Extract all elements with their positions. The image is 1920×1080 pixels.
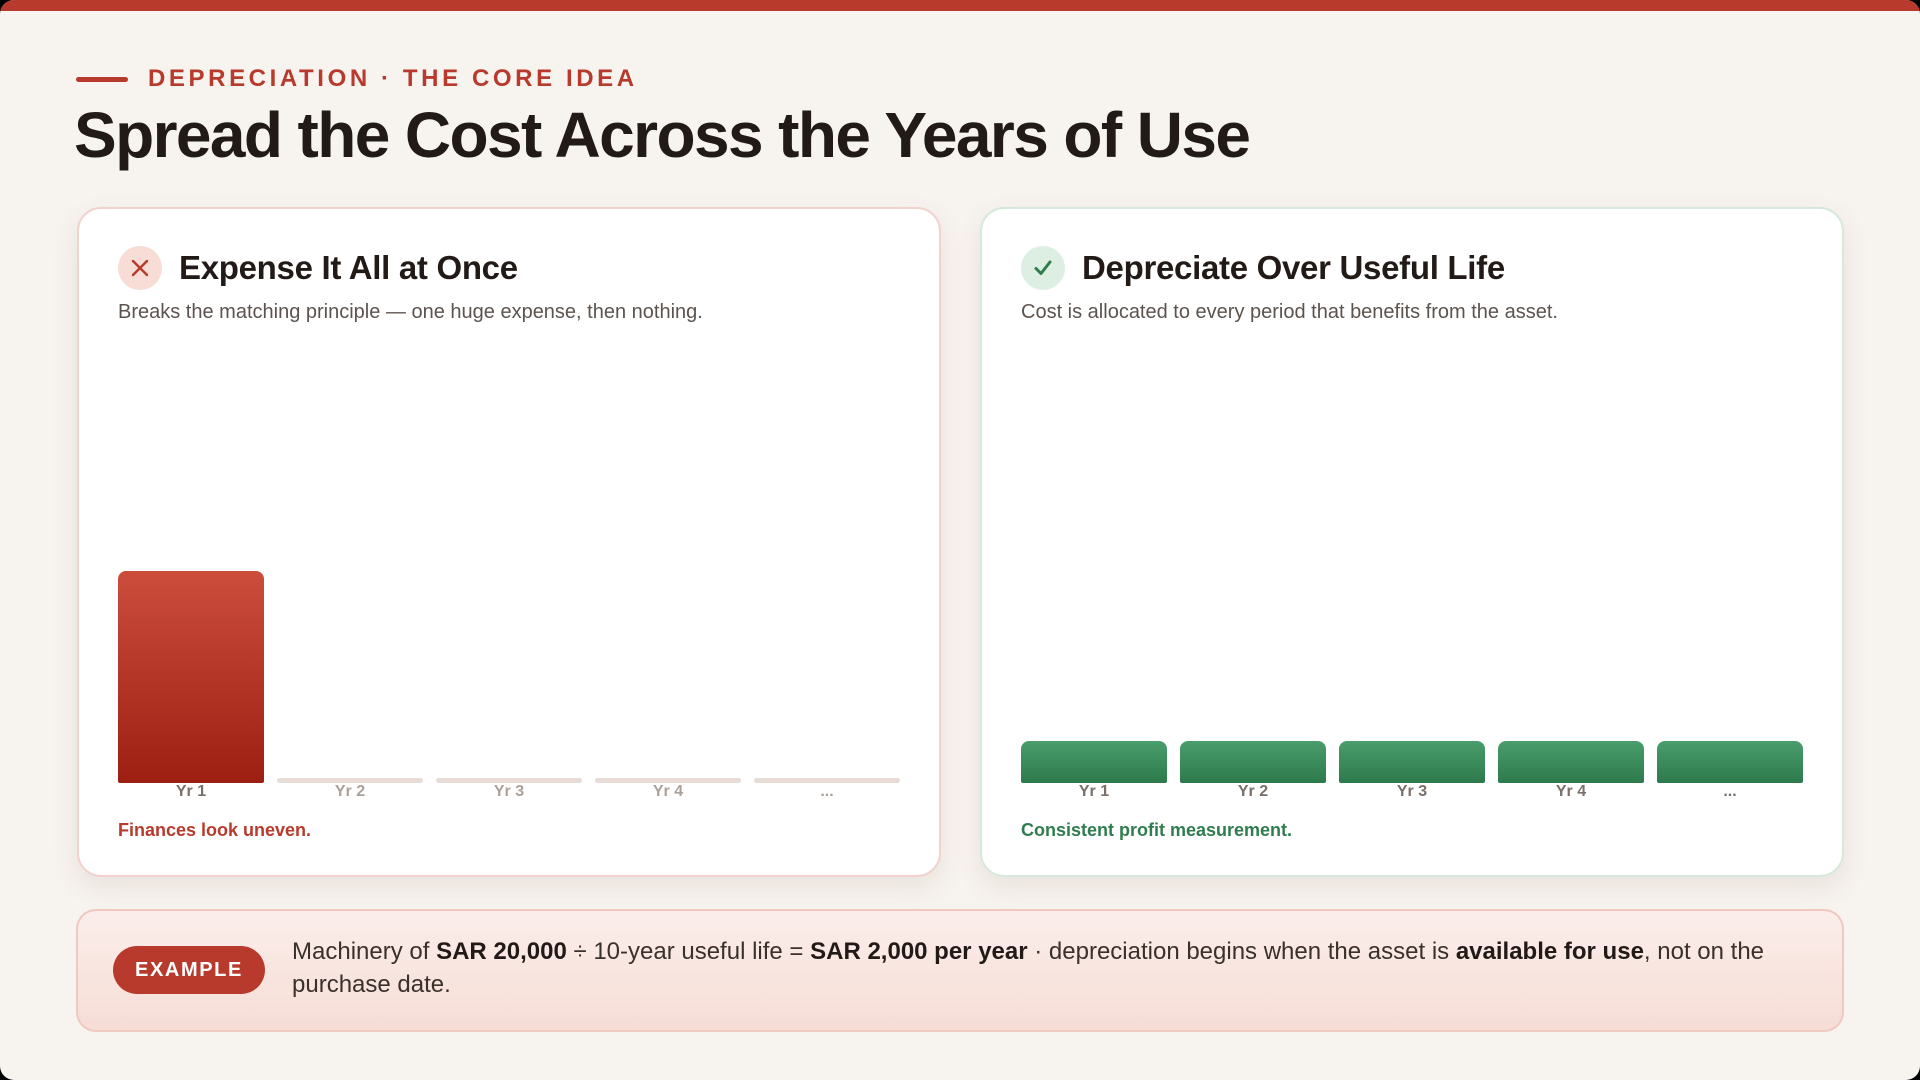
- depreciate-over-life-panel: Depreciate Over Useful Life Cost is allo…: [980, 207, 1844, 877]
- x-tick-label: Yr 2: [1237, 783, 1269, 800]
- top-accent-bar: [0, 0, 1920, 11]
- expense-at-once-panel: Expense It All at Once Breaks the matchi…: [77, 207, 941, 877]
- x-tick-label: ...: [1723, 783, 1737, 800]
- check-icon: [1021, 246, 1065, 290]
- chart-bar: [595, 778, 741, 783]
- example-callout: EXAMPLE Machinery of SAR 20,000 ÷ 10-yea…: [76, 909, 1844, 1032]
- x-tick-label: Yr 4: [1555, 783, 1587, 800]
- example-cost-value: SAR 20,000: [436, 938, 567, 965]
- example-text-part: , not on the purchase date.: [292, 938, 1765, 998]
- x-tick-label: Yr 1: [1078, 783, 1110, 800]
- example-text: Machinery of SAR 20,000 ÷ 10-year useful…: [292, 935, 1822, 1001]
- chart-bar: [118, 571, 264, 783]
- chart-bar: [1180, 741, 1326, 783]
- x-tick-label: Yr 3: [493, 783, 525, 800]
- eyebrow-line: [76, 76, 128, 82]
- chart-bar: [1339, 741, 1485, 783]
- panel-footer: Consistent profit measurement.: [1021, 820, 1293, 840]
- panel-header: Expense It All at Once: [118, 245, 518, 291]
- chart-bar: [754, 778, 900, 783]
- x-tick-label: Yr 2: [334, 783, 366, 800]
- example-available-for-use: available for use: [1455, 938, 1644, 965]
- eyebrow-text: DEPRECIATION · THE CORE IDEA: [148, 65, 638, 92]
- example-text-part: Machinery of: [292, 938, 437, 965]
- chart-bar: [1498, 741, 1644, 783]
- x-tick-label: ...: [820, 783, 834, 800]
- x-tick-label: Yr 1: [175, 783, 207, 800]
- eyebrow: DEPRECIATION · THE CORE IDEA: [76, 64, 638, 94]
- chart-bar: [1021, 741, 1167, 783]
- x-tick-label: Yr 4: [652, 783, 684, 800]
- panel-title: Expense It All at Once: [179, 249, 518, 286]
- chart-bar: [277, 778, 423, 783]
- x-axis-labels: Yr 1 Yr 2 Yr 3 Yr 4...: [118, 783, 900, 807]
- panel-header: Depreciate Over Useful Life: [1021, 245, 1505, 291]
- panel-subtitle: Breaks the matching principle — one huge…: [118, 301, 703, 323]
- x-tick-label: Yr 3: [1396, 783, 1428, 800]
- chart-bar: [1657, 741, 1803, 783]
- bar-chart: [118, 529, 900, 829]
- x-icon: [118, 246, 162, 290]
- panel-title: Depreciate Over Useful Life: [1082, 249, 1505, 286]
- panel-footer: Finances look uneven.: [118, 820, 312, 840]
- example-badge: EXAMPLE: [113, 946, 265, 994]
- x-axis-labels: Yr 1 Yr 2 Yr 3 Yr 4...: [1021, 783, 1803, 807]
- bar-chart: [1021, 529, 1803, 829]
- example-text-part: ÷ 10-year useful life =: [566, 938, 811, 965]
- panel-subtitle: Cost is allocated to every period that b…: [1021, 301, 1558, 323]
- chart-bar: [436, 778, 582, 783]
- page-title: Spread the Cost Across the Years of Use: [74, 99, 1251, 171]
- example-annual-value: SAR 2,000 per year: [810, 938, 1028, 965]
- example-text-part: · depreciation begins when the asset is: [1027, 938, 1456, 965]
